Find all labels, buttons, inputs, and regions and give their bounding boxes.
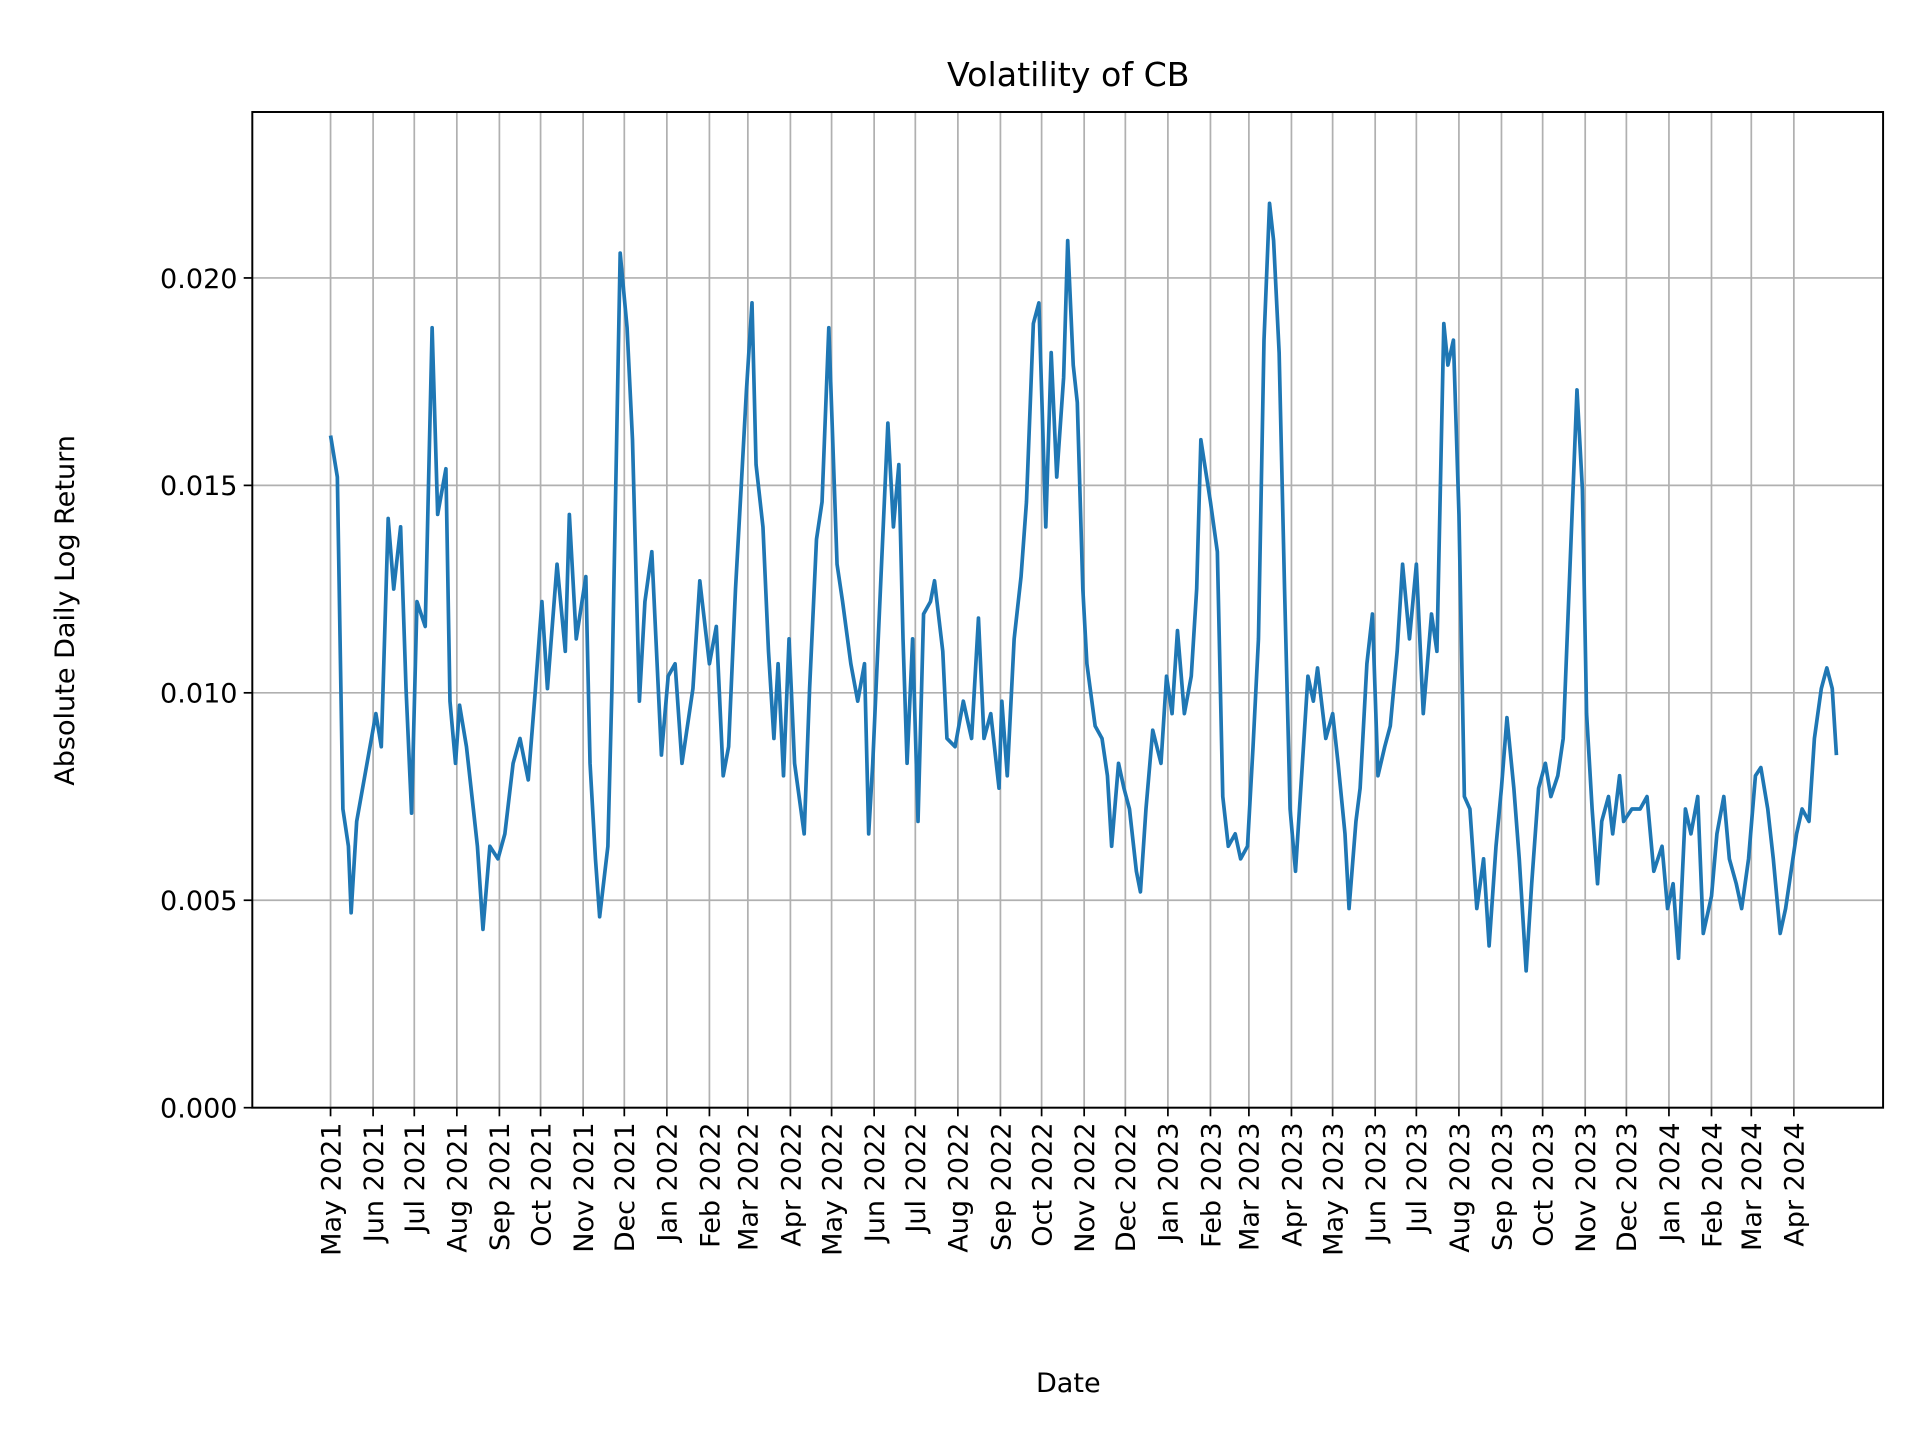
y-tick-label: 0.020 [160, 264, 237, 295]
x-axis-ticks: May 2021 Jun 2021 Jul 2021 Aug 2021 Sep 2021… [316, 1107, 1811, 1256]
x-tick-label: Aug 2022 [944, 1122, 975, 1252]
x-tick-label: Feb 2024 [1697, 1122, 1728, 1247]
x-tick-label: Jul 2022 [901, 1122, 932, 1234]
x-tick-label: Jul 2021 [400, 1122, 431, 1234]
x-tick-label: Feb 2023 [1196, 1122, 1227, 1247]
x-tick-label: Dec 2022 [1111, 1122, 1142, 1252]
x-tick-label: Oct 2022 [1027, 1122, 1058, 1246]
x-tick-label: Sep 2023 [1487, 1122, 1518, 1250]
series-line [328, 201, 1839, 973]
x-tick-label: Nov 2021 [569, 1122, 600, 1252]
y-tick-label: 0.005 [160, 886, 237, 917]
y-axis-ticks: 0.000 0.005 0.010 0.015 0.020 [160, 264, 253, 1125]
y-tick-label: 0.000 [160, 1094, 237, 1125]
x-tick-label: May 2022 [817, 1122, 848, 1255]
y-tick-label: 0.010 [160, 679, 237, 710]
x-tick-label: Mar 2022 [734, 1122, 765, 1251]
y-tick-label: 0.015 [160, 471, 237, 502]
x-tick-label: Jun 2023 [1361, 1122, 1392, 1244]
x-tick-label: Dec 2021 [610, 1122, 641, 1252]
x-tick-label: Jun 2022 [860, 1122, 891, 1244]
x-tick-label: Oct 2023 [1528, 1122, 1559, 1246]
x-tick-label: Mar 2024 [1737, 1122, 1768, 1251]
x-tick-label: Jun 2021 [359, 1122, 390, 1244]
x-tick-label: Sep 2021 [485, 1122, 516, 1250]
x-tick-label: Sep 2022 [986, 1122, 1017, 1250]
x-tick-label: Apr 2023 [1277, 1122, 1308, 1246]
x-tick-label: Dec 2023 [1612, 1122, 1643, 1252]
x-tick-label: Oct 2021 [526, 1122, 557, 1246]
x-tick-label: Apr 2022 [776, 1122, 807, 1246]
x-tick-label: Jan 2024 [1655, 1122, 1686, 1243]
x-tick-label: Aug 2023 [1445, 1122, 1476, 1252]
x-tick-label: Jan 2023 [1154, 1122, 1185, 1243]
y-axis-label: Absolute Daily Log Return [50, 435, 81, 786]
x-tick-label: Nov 2022 [1070, 1122, 1101, 1252]
x-tick-label: Apr 2024 [1780, 1122, 1811, 1246]
x-axis-label: Date [1036, 1368, 1101, 1399]
x-tick-label: May 2021 [316, 1122, 347, 1255]
chart-title: Volatility of CB [947, 55, 1190, 94]
x-tick-label: Mar 2023 [1235, 1122, 1266, 1251]
plot-frame [251, 111, 1885, 1109]
x-tick-label: Jan 2022 [653, 1122, 684, 1243]
x-tick-label: Feb 2022 [695, 1122, 726, 1247]
x-tick-label: Aug 2021 [443, 1122, 474, 1252]
x-tick-label: Nov 2023 [1571, 1122, 1602, 1252]
x-tick-label: Jul 2023 [1402, 1122, 1433, 1234]
x-tick-label: May 2023 [1318, 1122, 1349, 1255]
